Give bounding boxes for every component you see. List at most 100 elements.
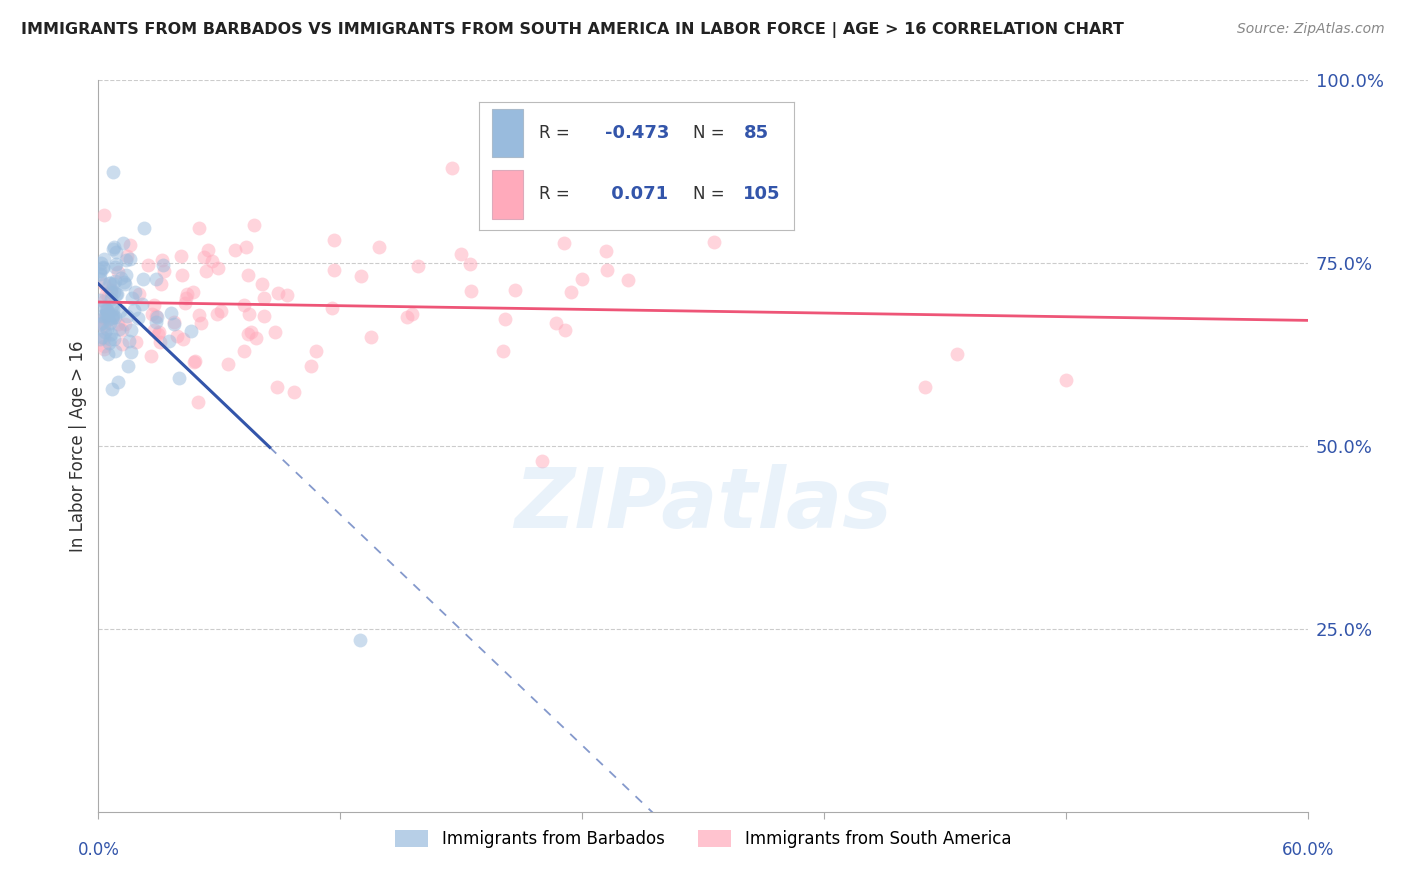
Point (396, 310, 419, 325)
Point (205, 307, 228, 321)
Point (148, 325, 170, 339)
Point (494, 312, 516, 326)
Point (101, 243, 124, 257)
Point (103, 308, 125, 322)
Point (217, 357, 239, 371)
Point (349, 632, 371, 647)
Point (321, 301, 343, 315)
Point (93, 319, 115, 334)
Point (120, 344, 142, 359)
Point (93, 252, 115, 266)
Point (93, 342, 115, 356)
Point (93, 293, 115, 308)
Point (174, 291, 197, 305)
Point (266, 380, 288, 394)
Point (283, 384, 305, 399)
Point (110, 271, 132, 285)
Point (96, 307, 118, 321)
Text: IMMIGRANTS FROM BARBADOS VS IMMIGRANTS FROM SOUTH AMERICA IN LABOR FORCE | AGE >: IMMIGRANTS FROM BARBADOS VS IMMIGRANTS F… (21, 22, 1123, 38)
Point (180, 324, 202, 338)
Point (554, 323, 576, 337)
Point (103, 333, 125, 347)
Point (96, 308, 118, 322)
Point (233, 344, 256, 359)
Point (157, 334, 180, 349)
Point (118, 334, 141, 349)
Point (118, 252, 141, 266)
Point (492, 344, 515, 359)
Point (253, 309, 276, 323)
Point (152, 258, 174, 272)
Point (193, 250, 215, 264)
Point (107, 375, 129, 389)
Point (97, 347, 120, 361)
Text: Source: ZipAtlas.com: Source: ZipAtlas.com (1237, 22, 1385, 37)
Point (703, 235, 725, 249)
Point (93, 339, 115, 353)
Point (176, 286, 198, 301)
Point (101, 382, 124, 396)
Point (120, 323, 142, 337)
Point (91, 330, 114, 344)
Point (104, 274, 127, 288)
Point (143, 323, 166, 337)
Point (233, 298, 256, 312)
Point (560, 285, 582, 299)
Point (132, 272, 155, 286)
Point (263, 325, 285, 339)
Point (107, 265, 129, 279)
Point (96, 302, 118, 317)
Point (93, 316, 115, 330)
Point (172, 268, 194, 282)
Point (112, 275, 135, 289)
Point (350, 268, 373, 283)
Point (128, 286, 150, 301)
Point (1054, 373, 1077, 387)
Point (323, 233, 346, 247)
Point (530, 453, 553, 467)
Point (170, 249, 193, 263)
Point (115, 248, 138, 262)
Point (139, 349, 162, 363)
Point (187, 395, 209, 409)
Point (183, 355, 205, 369)
Point (121, 291, 143, 305)
Point (169, 371, 191, 385)
Point (89, 271, 111, 285)
Point (440, 161, 463, 175)
Point (93, 300, 115, 314)
Point (101, 164, 124, 178)
Point (163, 317, 186, 331)
Point (224, 244, 246, 258)
Point (166, 329, 188, 343)
Point (946, 347, 969, 361)
Point (103, 285, 125, 299)
Point (115, 309, 138, 323)
Point (145, 315, 167, 329)
Point (149, 334, 172, 349)
Point (617, 273, 640, 287)
Text: ZIPatlas: ZIPatlas (515, 464, 891, 545)
Point (111, 323, 134, 337)
Point (96, 322, 118, 336)
Point (115, 253, 138, 268)
Point (160, 306, 183, 320)
Point (98, 316, 121, 330)
Point (153, 264, 176, 278)
Point (450, 247, 472, 261)
Point (114, 318, 136, 332)
Point (90, 256, 112, 270)
Point (91, 260, 114, 274)
Point (174, 296, 197, 310)
Point (105, 287, 128, 301)
Legend: Immigrants from Barbados, Immigrants from South America: Immigrants from Barbados, Immigrants fro… (388, 823, 1018, 855)
Point (93, 331, 115, 345)
Point (127, 310, 149, 325)
Point (89, 293, 111, 308)
Point (235, 240, 257, 254)
Point (201, 253, 224, 268)
Point (101, 310, 124, 324)
Point (276, 288, 298, 302)
Point (360, 329, 382, 343)
Point (239, 325, 262, 339)
